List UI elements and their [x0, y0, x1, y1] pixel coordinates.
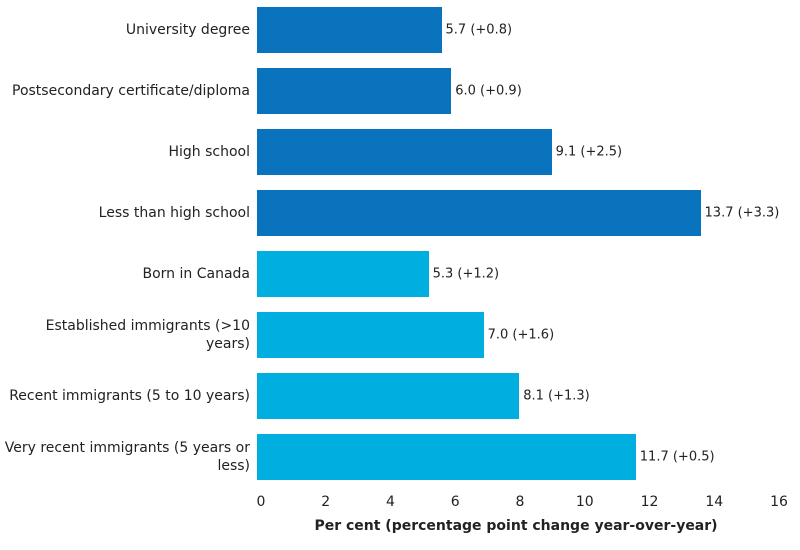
- category-label: Postsecondary certificate/diploma: [12, 83, 250, 99]
- value-label: 5.3 (+1.2): [432, 266, 500, 282]
- value-label: 13.7 (+3.3): [704, 205, 780, 221]
- x-tick-label: 14: [705, 494, 724, 510]
- category-label: Less than high school: [98, 205, 250, 221]
- value-label: 9.1 (+2.5): [555, 144, 623, 160]
- bar: [257, 373, 520, 419]
- category-label: Very recent immigrants (5 years or less): [4, 440, 250, 474]
- bar: [257, 434, 636, 480]
- bar: [257, 129, 552, 175]
- value-label: 8.1 (+1.3): [523, 388, 590, 404]
- x-axis-title: Per cent (percentage point change year-o…: [314, 518, 718, 534]
- category-label: University degree: [125, 22, 250, 38]
- value-label: 7.0 (+1.6): [487, 327, 555, 343]
- value-label: 5.7 (+0.8): [445, 22, 513, 38]
- x-tick-label: 4: [386, 494, 395, 510]
- category-label: High school: [168, 144, 250, 160]
- value-label: 11.7 (+0.5): [639, 449, 715, 465]
- bar: [257, 7, 442, 53]
- value-label: 6.0 (+0.9): [455, 83, 522, 99]
- category-label: Established immigrants (>10 years): [45, 318, 250, 352]
- x-tick-label: 16: [770, 494, 788, 510]
- bar: [257, 251, 429, 297]
- category-label: Recent immigrants (5 to 10 years): [9, 388, 250, 404]
- x-tick-label: 10: [575, 494, 594, 510]
- category-label: Born in Canada: [142, 266, 251, 282]
- x-tick-label: 0: [256, 494, 266, 510]
- x-tick-label: 2: [321, 494, 331, 510]
- x-tick-label: 12: [640, 494, 659, 510]
- x-tick-label: 8: [515, 494, 525, 510]
- bar: [257, 190, 701, 236]
- bar: [257, 68, 452, 114]
- x-tick-label: 6: [450, 494, 460, 510]
- bar: [257, 312, 484, 358]
